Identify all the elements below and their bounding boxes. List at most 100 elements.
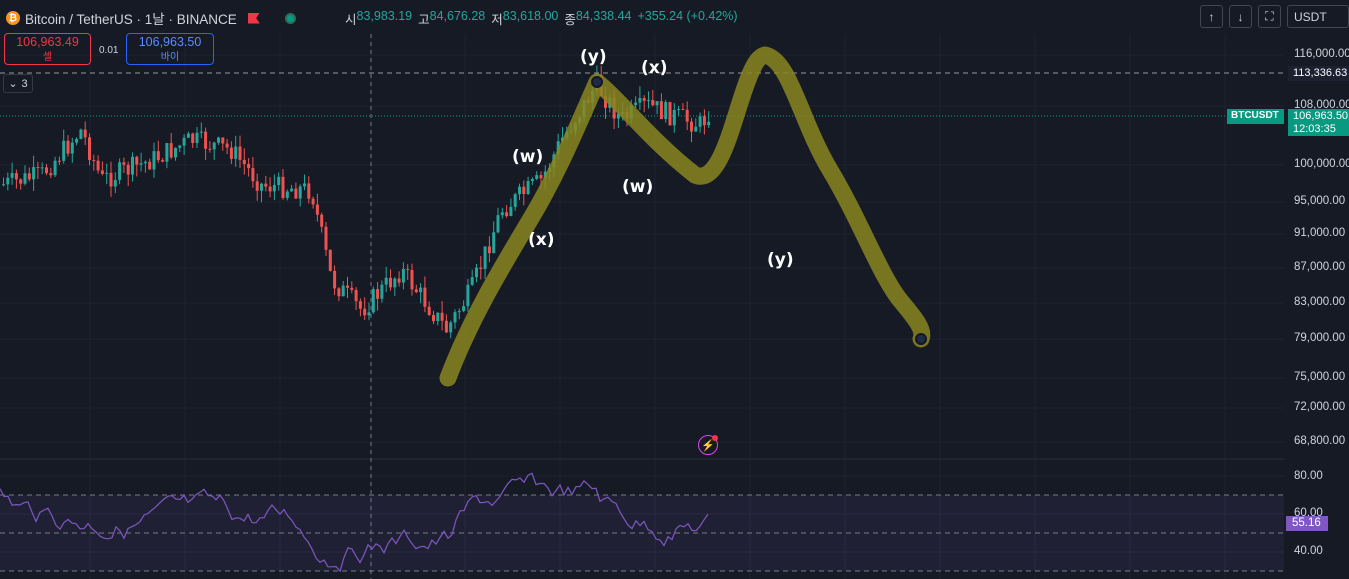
candle-body: [212, 142, 216, 150]
candle-body: [122, 162, 126, 165]
candle-body: [436, 312, 440, 322]
wave-anchor: [915, 333, 927, 345]
high-label: 고: [418, 13, 430, 27]
rsi-value-tag: 55.16: [1286, 516, 1328, 531]
candle-body: [307, 183, 311, 199]
candle-body: [268, 186, 272, 192]
candle-body: [363, 308, 367, 316]
symbol-price-tag: BTCUSDT: [1227, 109, 1284, 124]
wave-path: [439, 46, 931, 387]
candle-body: [208, 148, 212, 150]
candle-body: [513, 194, 517, 207]
sell-label: 셀: [42, 52, 53, 63]
wave-label[interactable]: (y): [767, 250, 794, 270]
lightning-alert-icon[interactable]: ⚡: [698, 435, 718, 455]
wave-label[interactable]: (w): [622, 177, 654, 197]
candle-body: [298, 186, 302, 199]
candle-body: [199, 131, 203, 133]
candle-body: [453, 312, 457, 323]
candle-body: [277, 176, 281, 186]
candle-body: [672, 109, 676, 126]
fullscreen-icon[interactable]: ⛶: [1258, 5, 1281, 28]
candle-body: [616, 113, 620, 119]
candle-body: [419, 287, 423, 293]
market-status-icon: [284, 12, 296, 24]
candle-body: [346, 285, 349, 288]
candle-body: [414, 289, 418, 293]
candle-body: [260, 183, 263, 191]
price-tick: 95,000.00: [1294, 195, 1346, 207]
candle-body: [92, 160, 96, 162]
candle-body: [118, 162, 122, 180]
candle-body: [423, 287, 427, 307]
candle-body: [328, 249, 332, 271]
candle-body: [290, 188, 294, 192]
wave-anchor: [591, 76, 603, 88]
candle-body: [14, 173, 18, 180]
candle-body: [556, 141, 560, 155]
candle-body: [100, 170, 104, 174]
arrow-down-icon[interactable]: ↓: [1229, 5, 1252, 28]
candle-body: [337, 288, 341, 297]
candle-body: [217, 137, 220, 143]
wave-label[interactable]: (w): [512, 147, 544, 167]
wave-label[interactable]: (y): [580, 47, 607, 67]
sell-button[interactable]: 106,963.49 셀: [4, 33, 91, 65]
candle-body: [36, 167, 40, 169]
candle-body: [479, 267, 483, 269]
candle-body: [655, 101, 659, 106]
high-value: 84,676.28: [429, 9, 486, 23]
candle-body: [83, 129, 87, 138]
wave-label[interactable]: (x): [641, 58, 668, 78]
candle-body: [457, 311, 461, 313]
candle-body: [109, 172, 113, 187]
indicators-toggle[interactable]: ⌄ 3: [3, 74, 33, 93]
candle-body: [539, 175, 543, 179]
last-price-tag: 106,963.50 12:03:35: [1288, 109, 1349, 136]
buy-button[interactable]: 106,963.50 바이: [126, 33, 214, 65]
rsi-pane: [0, 472, 1284, 573]
candle-body: [186, 133, 190, 138]
flag-icon[interactable]: [247, 12, 260, 24]
candle-body: [518, 186, 521, 195]
symbol-title: Bitcoin / TetherUS · 1날 · BINANCE: [25, 12, 237, 27]
candle-body: [311, 198, 315, 205]
candle-body: [470, 277, 474, 285]
candle-body: [285, 191, 289, 198]
candle-body: [487, 246, 491, 254]
candle-body: [152, 151, 156, 170]
candle-body: [221, 137, 225, 144]
candle-body: [143, 161, 147, 164]
candle-body: [272, 185, 276, 192]
open-value: 83,983.19: [356, 9, 413, 23]
candle-body: [410, 269, 414, 290]
symbol-info[interactable]: ₿ Bitcoin / TetherUS · 1날 · BINANCE: [6, 8, 296, 28]
candle-body: [6, 177, 10, 185]
candle-body: [341, 285, 345, 297]
candle-body: [690, 121, 693, 132]
wave-label[interactable]: (x): [528, 230, 555, 250]
currency-select[interactable]: USDT: [1287, 5, 1349, 28]
candle-body: [642, 98, 646, 101]
candle-body: [23, 173, 27, 184]
candle-body: [178, 145, 182, 148]
candle-body: [677, 108, 681, 110]
candle-body: [79, 129, 83, 139]
price-tick: 87,000.00: [1294, 261, 1346, 273]
arrow-up-icon[interactable]: ↑: [1200, 5, 1223, 28]
candle-body: [195, 132, 199, 144]
candle-body: [462, 306, 466, 312]
dashed-level-label: 113,336.63: [1288, 66, 1349, 81]
candle-body: [234, 146, 238, 159]
candle-body: [148, 161, 152, 170]
ohlc-values: 시 83,983.19 고 84,676.28 저 83,618.00 종 84,338…: [345, 9, 738, 28]
price-tick: 72,000.00: [1294, 401, 1346, 413]
candle-body: [70, 142, 74, 154]
candle-body: [45, 167, 48, 174]
candle-body: [10, 173, 14, 178]
candle-body: [165, 143, 169, 162]
candle-body: [96, 160, 100, 171]
candle-body: [333, 270, 337, 289]
candle-body: [380, 284, 384, 299]
